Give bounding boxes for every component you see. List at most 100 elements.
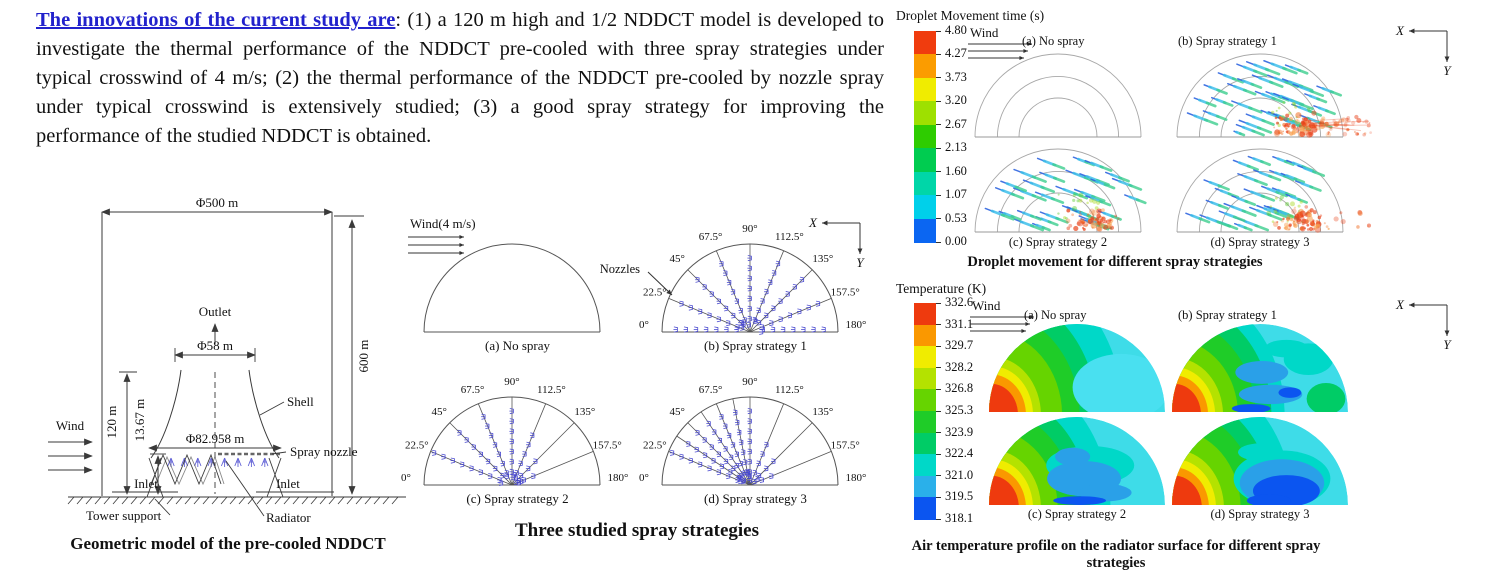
- temperature-panel-a: [989, 324, 1165, 412]
- shell-label: Shell: [287, 394, 314, 409]
- spray-strategies-caption: Three studied spray strategies: [515, 520, 759, 541]
- nozzle-icon: [736, 475, 742, 482]
- angle-label: 180°: [608, 472, 629, 484]
- dim-58m-label: Φ58 m: [197, 338, 233, 353]
- nozzle-icon: [740, 449, 746, 456]
- colorbar-tick: [936, 100, 941, 102]
- nozzle-icon: [497, 476, 502, 483]
- inlet-right-label: Inlet: [276, 476, 300, 491]
- temperature-panel-b: [1172, 324, 1348, 412]
- colorbar-segment: [914, 303, 936, 326]
- nozzle-icon: [529, 432, 535, 439]
- colorbar-tick-label: 331.1: [945, 316, 974, 331]
- nozzle-icon: [747, 305, 752, 312]
- nozzle-icon: [695, 429, 700, 436]
- strategy-panel-d-caption: (d) Spray strategy 3: [704, 491, 807, 506]
- nozzle-icon: [734, 462, 739, 469]
- angle-label: 22.5°: [643, 440, 667, 452]
- nozzle-icon: [509, 448, 514, 455]
- colorbar-segment: [914, 324, 936, 347]
- nozzle-icon: [745, 469, 750, 476]
- colorbar-tick-label: 4.80: [945, 23, 967, 37]
- colorbar-segment: [914, 171, 936, 196]
- nozzle-icon: [778, 316, 783, 323]
- droplet-wind-label: Wind: [970, 25, 999, 40]
- innovation-body: : (1) a 120 m high and 1/2 NDDCT model i…: [36, 9, 884, 148]
- colorbar-tick: [936, 77, 941, 79]
- colorbar-segment: [914, 218, 936, 243]
- colorbar-tick-label: 332.6: [945, 295, 974, 309]
- nozzle-icon: [747, 255, 752, 262]
- nozzle-icon: [724, 326, 729, 333]
- nozzle-icon: [706, 420, 711, 427]
- nozzle-icon: [697, 461, 703, 468]
- nozzle-icon: [464, 436, 469, 443]
- nozzle-icon: [806, 304, 811, 311]
- nozzle-icon: [509, 428, 514, 435]
- nozzle-icon: [707, 312, 712, 319]
- nozzle-icon: [736, 429, 742, 436]
- colorbar-tick: [936, 432, 941, 434]
- xy-axis-icon: XY: [1395, 23, 1452, 78]
- nozzle-icon: [716, 451, 721, 458]
- colorbar-tick-label: 3.20: [945, 93, 967, 108]
- colorbar-tick-label: 3.73: [945, 69, 967, 84]
- nozzle-icon: [709, 444, 714, 451]
- wind-arrows-icon: [970, 315, 1034, 334]
- nozzle-icon: [441, 453, 446, 460]
- strategy-panel-d: 0° 22.5° 45° 67.5° 90° 112.5° 135° 157.5° 180° (…: [638, 363, 873, 513]
- colorbar-tick: [936, 453, 941, 455]
- nozzle-icon: [815, 300, 821, 307]
- angle-label: 90°: [742, 223, 757, 235]
- colorbar-tick: [936, 53, 941, 55]
- angle-label: 67.5°: [461, 384, 485, 396]
- strategy-panel-a: (a) No spray: [400, 210, 635, 360]
- tower-support-label: Tower support: [86, 508, 162, 523]
- nozzle-icon: [707, 465, 712, 472]
- colorbar-segment: [914, 454, 936, 477]
- droplet-colorbar: 4.80 4.27 3.73 3.20 2.67 2.13 1.60 1.07 0.53 0.00: [914, 23, 994, 256]
- nozzle-icon: [481, 413, 486, 420]
- temperature-panel-a-caption: (a) No spray: [1024, 308, 1087, 322]
- colorbar-segment: [914, 54, 936, 79]
- nozzle-icon: [694, 446, 699, 453]
- angle-label: 135°: [812, 406, 833, 418]
- nozzle-icon: [722, 270, 728, 277]
- angle-label: 45°: [669, 253, 684, 265]
- nozzle-icon: [725, 320, 731, 327]
- nozzle-icon: [732, 409, 738, 416]
- droplet-panel-c-caption: (c) Spray strategy 2: [1008, 235, 1108, 249]
- strategy-panel-a-caption: (a) No spray: [485, 338, 550, 353]
- nozzle-icon: [526, 441, 531, 448]
- angle-label: 0°: [401, 472, 411, 484]
- temperature-section: Temperature (K) 332.6 331.1 329.7 328.2 326.…: [890, 276, 1487, 570]
- nozzle-icon: [764, 441, 769, 448]
- spray-strategy-3-semicircle: 0° 22.5° 45° 67.5° 90° 112.5° 135° 157.5° 180°: [639, 376, 866, 486]
- radiator-zigzag: [150, 453, 222, 486]
- colorbar-tick-label: 319.5: [945, 489, 974, 504]
- nozzle-icon: [518, 472, 524, 479]
- nozzle-icon: [790, 326, 796, 333]
- nozzle-icon: [500, 460, 505, 467]
- spray-strategy-2-semicircle: 0° 22.5° 45° 67.5° 90° 112.5° 135° 157.5° 180°: [401, 376, 629, 486]
- dim-1367m-label: 13.67 m: [132, 399, 147, 442]
- colorbar-tick-label: 4.27: [945, 46, 967, 61]
- nozzle-icon: [756, 460, 761, 467]
- colorbar-tick: [936, 367, 941, 369]
- nozzle-icon: [763, 312, 769, 319]
- nozzle-icon: [759, 476, 764, 483]
- nozzles-label: Nozzles: [599, 262, 640, 276]
- colorbar-tick-label: 328.2: [945, 359, 974, 374]
- wind-label: Wind: [56, 418, 85, 433]
- nozzle-icon: [755, 476, 760, 483]
- nozzle-icon: [719, 260, 724, 267]
- colorbar-tick-label: 323.9: [945, 424, 974, 439]
- nozzle-icon: [688, 304, 693, 311]
- colorbar-segment: [914, 77, 936, 102]
- nozzle-icon: [669, 449, 675, 456]
- nozzle-icon: [522, 451, 527, 458]
- nozzle-icon: [747, 438, 752, 445]
- colorbar-segment: [914, 497, 936, 520]
- nozzle-icon: [469, 465, 474, 472]
- nozzle-icon: [753, 318, 758, 325]
